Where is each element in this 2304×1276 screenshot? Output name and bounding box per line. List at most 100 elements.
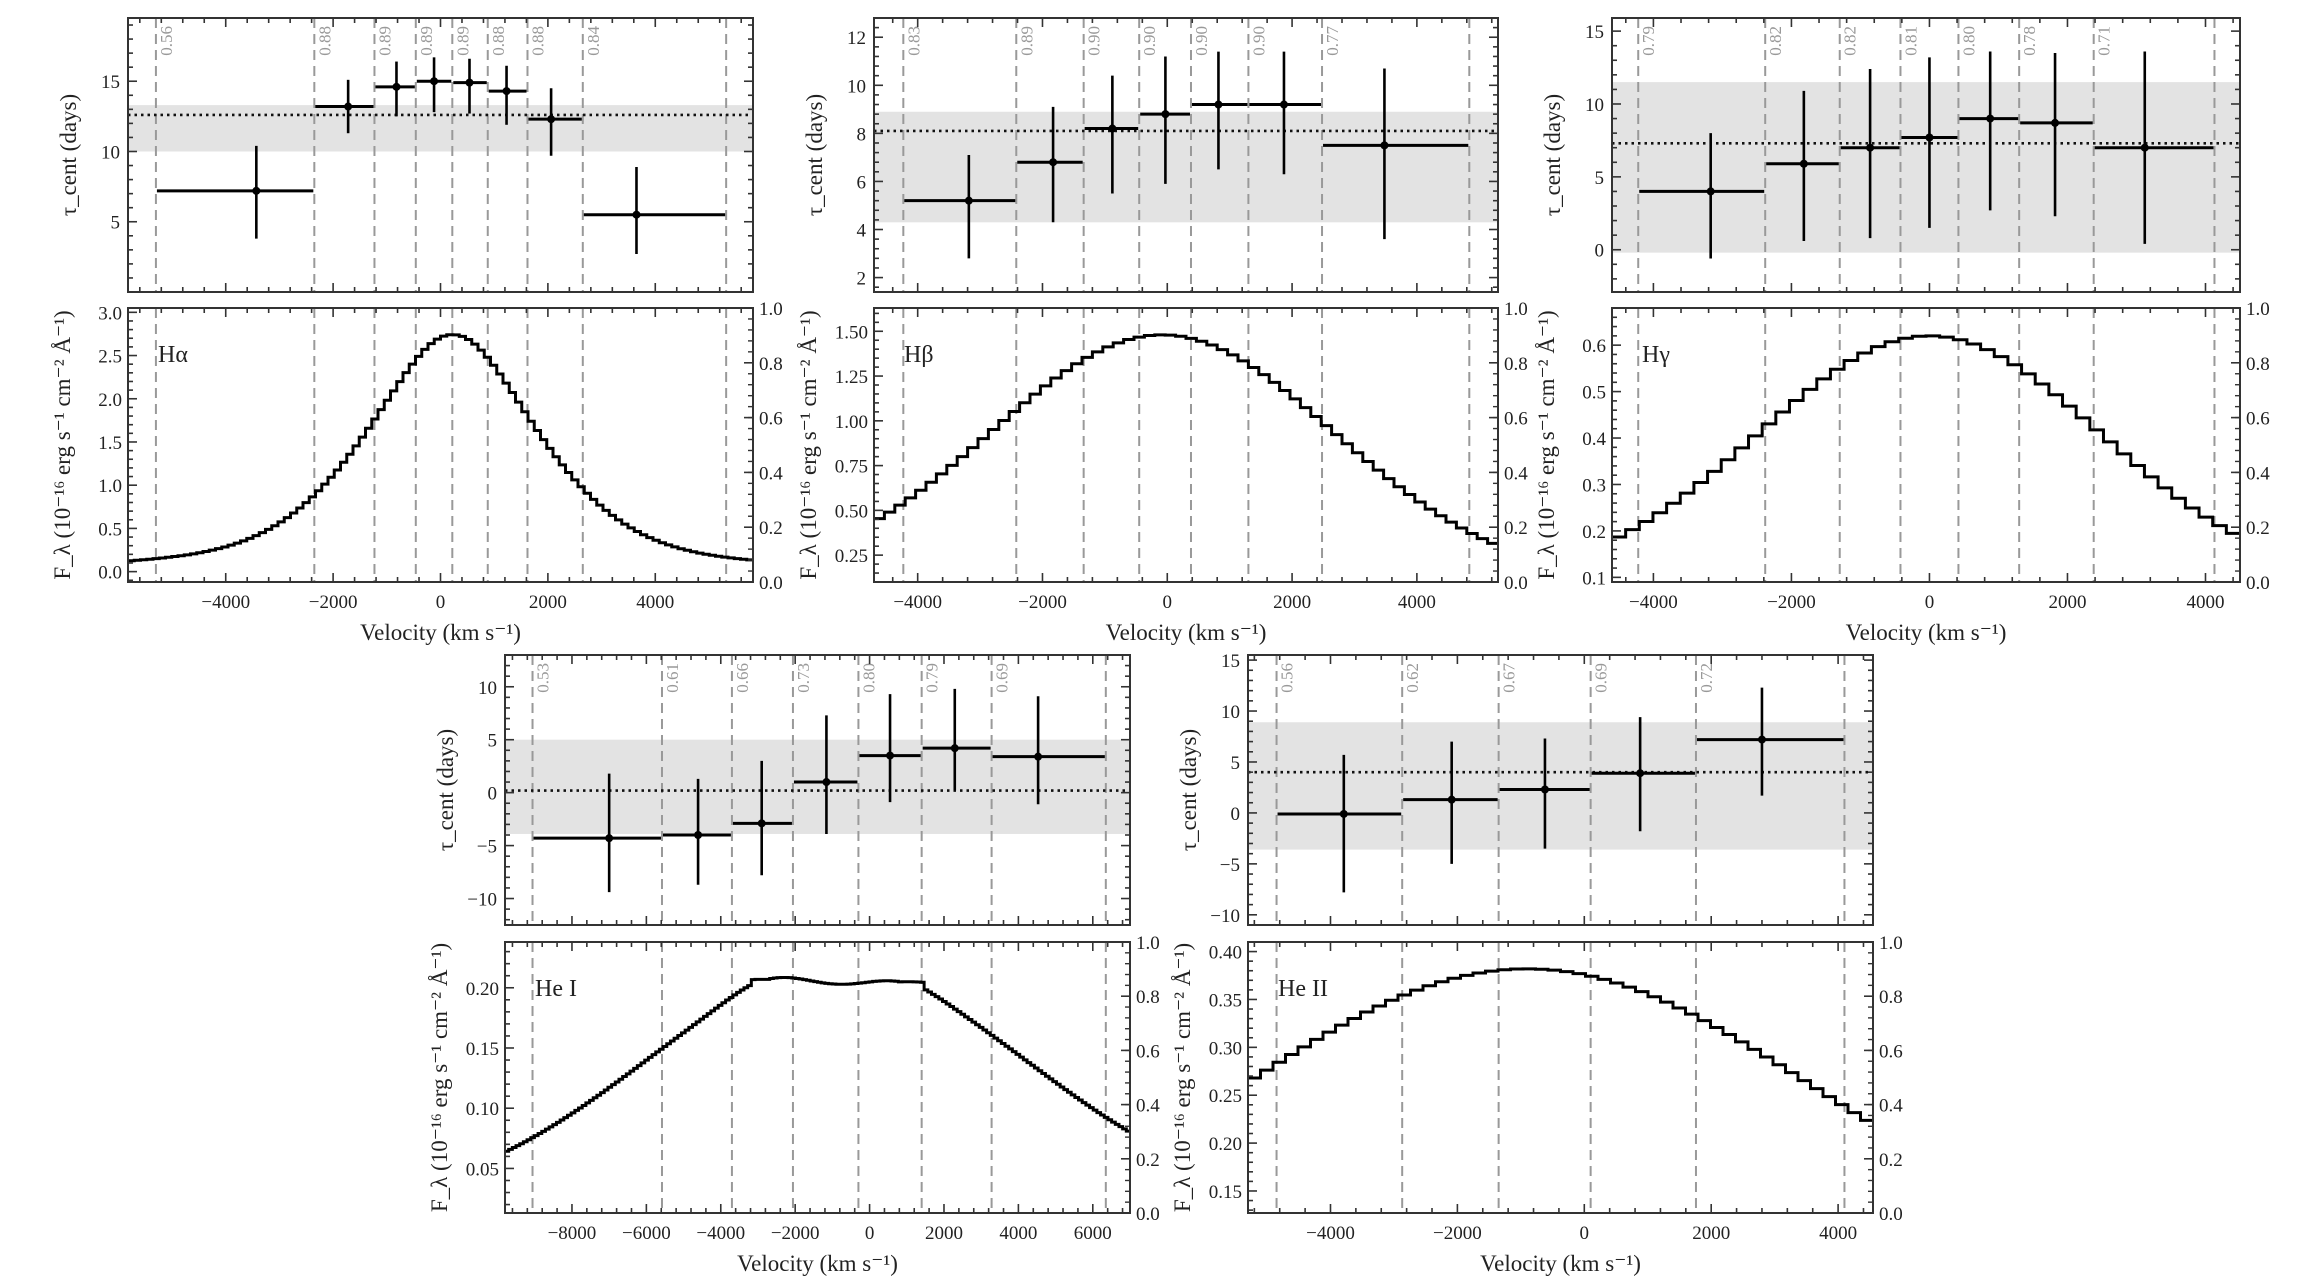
lag-point (533, 773, 661, 893)
flux-panel: 0.1 0.2 0.3 0.4 0.5 0.6 0.0 0.2 0.4 0.6 0.8 1.0 −400… (1534, 299, 2270, 645)
lag-point (1140, 56, 1190, 184)
correlation-label: 0.80 (1959, 26, 1978, 56)
lag-point (488, 65, 527, 125)
y-tick-label: 0.25 (1209, 1086, 1242, 1107)
lag-marker (694, 831, 703, 839)
lag-point (315, 79, 374, 134)
y-tick-label: −10 (467, 890, 497, 911)
correlation-label: 0.90 (1192, 26, 1211, 56)
x-tick-label: −2000 (771, 1223, 820, 1244)
x-tick-label: −4000 (201, 592, 250, 613)
x-tick-label: 0 (865, 1223, 875, 1244)
lag-point (1277, 754, 1402, 893)
lag-axis-title: τ_cent (days) (433, 729, 458, 851)
y-tick-label: 0.0 (98, 563, 122, 584)
lag-marker (1540, 785, 1549, 794)
correlation-label: 0.67 (1500, 663, 1519, 693)
right-y-tick-label: 0.0 (1504, 573, 1528, 594)
lag-axis-title: τ_cent (days) (1540, 94, 1565, 216)
lag-marker (1706, 187, 1715, 196)
right-y-tick-label: 0.2 (1504, 518, 1528, 539)
y-tick-label: 0.1 (1582, 568, 1606, 589)
lag-panel: 0.56 0.88 0.89 0.89 0.89 0.88 0.88 0.84 5 10 15 τ_c… (56, 17, 754, 293)
lag-axis-title: τ_cent (days) (56, 94, 81, 216)
correlation-label: 0.61 (663, 663, 682, 693)
lag-point (1959, 51, 2019, 211)
x-tick-label: 0 (1163, 592, 1173, 613)
right-y-tick-label: 0.6 (1136, 1041, 1160, 1062)
y-tick-label: 0.05 (466, 1159, 499, 1180)
y-tick-label: 0.25 (835, 546, 868, 567)
emission-line-label: Hβ (904, 342, 934, 368)
y-tick-label: 0 (488, 784, 498, 805)
y-tick-label: 1.5 (98, 433, 122, 454)
lag-marker (1279, 100, 1288, 109)
y-tick-label: 5 (488, 731, 498, 752)
correlation-label: 0.56 (157, 26, 176, 56)
lag-marker (1108, 124, 1117, 133)
x-tick-label: −4000 (696, 1223, 745, 1244)
y-tick-label: 0 (1595, 241, 1605, 262)
panel-hα: 0.56 0.88 0.89 0.89 0.89 0.88 0.88 0.84 5 10 15 τ_c… (50, 17, 783, 645)
lag-point (922, 688, 991, 791)
y-tick-label: 0.10 (466, 1099, 499, 1120)
lag-panel: 0.53 0.61 0.66 0.73 0.80 0.79 0.69 −10 −5 0 5 10 τ_c… (433, 654, 1131, 926)
flux-panel: 0.15 0.20 0.25 0.30 0.35 0.40 0.0 0.2 0.4 0.6 0.8 1… (1170, 933, 1903, 1276)
correlation-label: 0.88 (489, 26, 508, 56)
panel-he-i: 0.53 0.61 0.66 0.73 0.80 0.79 0.69−10−50510τ_c… (427, 654, 1160, 1276)
lag-marker (1866, 143, 1875, 152)
right-y-tick-label: 1.0 (1136, 933, 1160, 954)
right-y-tick-label: 0.8 (1879, 987, 1903, 1008)
right-y-tick-label: 0.6 (1879, 1041, 1903, 1062)
y-tick-label: 15 (1585, 22, 1604, 43)
x-tick-label: 4000 (999, 1223, 1037, 1244)
lag-marker (1799, 159, 1808, 168)
lag-axis-title: τ_cent (days) (1176, 729, 1201, 851)
flux-profile-line (1248, 967, 1873, 1122)
lag-axis-title: τ_cent (days) (802, 94, 827, 216)
y-tick-label: 0.35 (1209, 990, 1242, 1011)
x-tick-label: −6000 (622, 1223, 671, 1244)
flux-profile-line (1612, 334, 2240, 539)
lag-marker (1034, 752, 1043, 761)
emission-line-label: Hα (158, 342, 188, 368)
right-y-tick-label: 0.0 (759, 573, 783, 594)
x-tick-label: −2000 (1018, 592, 1067, 613)
correlation-label: 0.77 (1323, 26, 1342, 56)
lag-point (662, 778, 731, 885)
x-tick-label: −4000 (893, 592, 942, 613)
correlation-label: 0.82 (1766, 26, 1785, 56)
right-y-tick-label: 0.6 (2246, 409, 2270, 430)
y-tick-label: −10 (1210, 906, 1240, 927)
x-tick-label: 4000 (636, 592, 674, 613)
lag-panel: 0.79 0.82 0.82 0.81 0.80 0.78 0.71 0 5 10 15 τ_cent… (1540, 17, 2241, 293)
panel-he-ii: 0.56 0.62 0.67 0.69 0.72 −10 −5 0 5 10 15 τ_cent (d… (1170, 651, 1903, 1276)
lag-point (992, 696, 1105, 805)
correlation-label: 0.80 (859, 663, 878, 693)
lag-panel: 0.83 0.89 0.90 0.90 0.90 0.90 0.77 2 4 6 8 10 12 τ_ce… (802, 17, 1499, 293)
y-tick-label: 0.15 (1209, 1182, 1242, 1203)
x-tick-label: 4000 (2186, 592, 2224, 613)
y-tick-label: 12 (847, 28, 866, 49)
x-axis-title: Velocity (km s⁻¹) (1106, 620, 1267, 645)
y-tick-label: 1.25 (835, 367, 868, 388)
flux-axis-title: F_λ (10⁻¹⁶ erg s⁻¹ cm⁻² Å⁻¹) (427, 943, 452, 1212)
correlation-label: 0.79 (1639, 26, 1658, 56)
lag-marker (822, 778, 831, 787)
lag-marker (964, 196, 973, 205)
y-tick-label: 0 (1231, 804, 1241, 825)
correlation-label: 0.82 (1841, 26, 1860, 56)
lag-point (583, 166, 726, 255)
emission-line-label: He II (1278, 976, 1328, 1002)
right-y-tick-label: 0.4 (759, 463, 783, 484)
x-tick-label: 0 (1925, 592, 1935, 613)
right-y-tick-label: 0.6 (759, 409, 783, 430)
lag-panel: 0.56 0.62 0.67 0.69 0.72 −10 −5 0 5 10 15 τ_cent (d… (1176, 651, 1874, 927)
lag-point (1249, 51, 1322, 175)
lag-marker (632, 210, 641, 219)
right-y-tick-label: 0.8 (759, 354, 783, 375)
y-tick-label: 0.5 (1582, 383, 1606, 404)
lag-marker (1339, 809, 1348, 818)
x-axis-title: Velocity (km s⁻¹) (737, 1251, 898, 1276)
